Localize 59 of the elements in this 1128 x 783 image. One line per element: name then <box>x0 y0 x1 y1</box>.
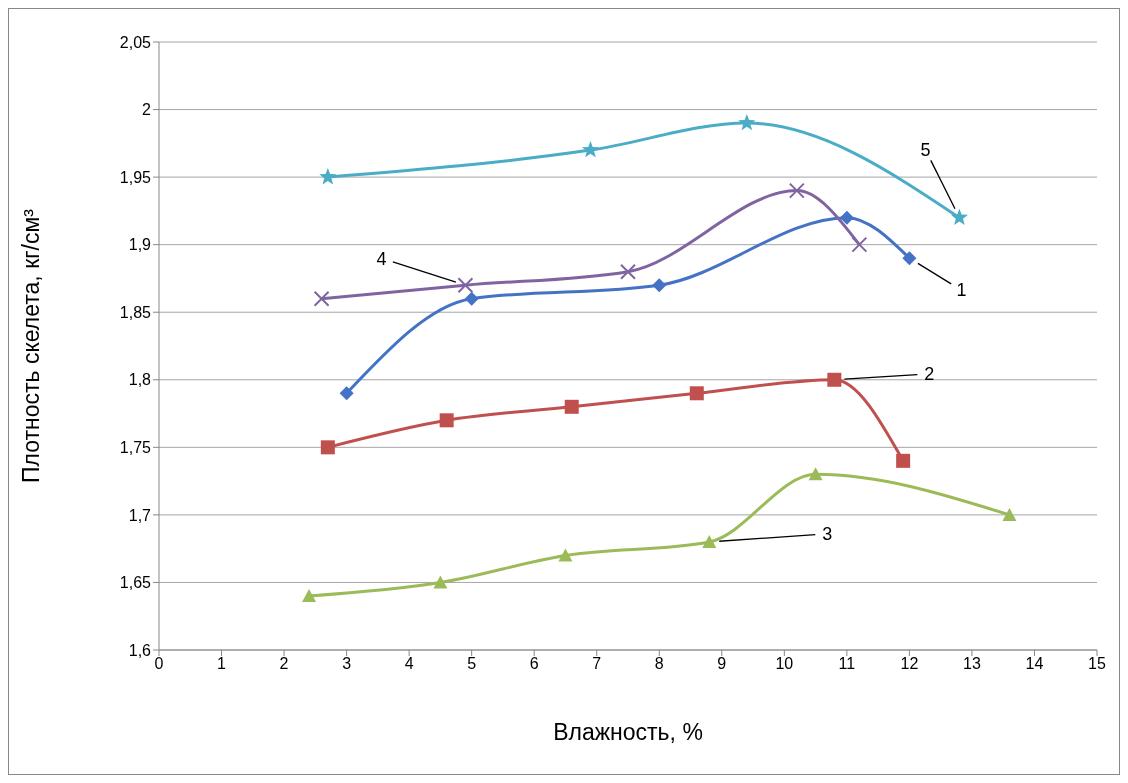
x-tick-label: 13 <box>963 655 981 673</box>
y-tick-label: 2 <box>142 101 152 119</box>
y-tick-label: 1,75 <box>119 439 152 457</box>
x-tick-label: 6 <box>529 655 539 673</box>
point <box>689 386 704 401</box>
y-tick-label: 1,8 <box>128 371 152 389</box>
x-tick-label: 2 <box>279 655 289 673</box>
point <box>558 548 573 562</box>
point <box>457 277 474 294</box>
point <box>339 386 354 401</box>
x-tick-label: 14 <box>1025 655 1044 673</box>
series-label: 4 <box>376 248 387 269</box>
y-tick-label: 2,05 <box>119 33 152 51</box>
point <box>302 588 317 602</box>
point <box>620 263 636 280</box>
point <box>950 208 968 225</box>
point <box>808 467 823 481</box>
y-tick-label: 1,65 <box>119 574 152 592</box>
point <box>1002 507 1017 521</box>
point <box>564 399 579 414</box>
point <box>439 413 454 428</box>
text: 2 <box>924 364 935 385</box>
y-axis-title: Плотность скелета, кг/см³ <box>18 208 45 483</box>
x-tick-label: 4 <box>404 655 414 673</box>
point <box>702 534 717 548</box>
point <box>320 440 335 455</box>
x-tick-label: 3 <box>342 655 352 673</box>
x-axis-title: Влажность, % <box>553 719 703 745</box>
x-tick-label: 1 <box>217 655 227 673</box>
point <box>788 182 805 199</box>
x-tick-label: 12 <box>900 655 919 673</box>
y-tick-label: 1,95 <box>119 168 152 186</box>
point <box>319 168 337 185</box>
y-tick-label: 1,9 <box>128 236 152 254</box>
point <box>851 236 868 253</box>
point <box>313 290 330 307</box>
x-tick-label: 8 <box>654 655 664 673</box>
x-tick-label: 10 <box>775 655 794 673</box>
text: 1 <box>956 280 967 301</box>
y-tick-label: 1,7 <box>128 506 152 524</box>
point <box>464 291 479 306</box>
point <box>581 141 600 158</box>
x-tick-label: 11 <box>838 655 856 673</box>
y-tick-label: 1,85 <box>119 303 152 321</box>
point <box>827 372 842 387</box>
x-tick-label: 9 <box>717 655 727 673</box>
x-tick-label: 7 <box>592 655 602 673</box>
point <box>902 251 917 266</box>
point <box>839 210 854 225</box>
y-tick-label: 1,6 <box>128 641 152 659</box>
point <box>652 278 667 293</box>
point <box>738 114 756 131</box>
point <box>433 575 448 589</box>
text: 3 <box>822 524 833 545</box>
x-tick-label: 15 <box>1088 655 1106 673</box>
point <box>896 453 911 468</box>
series-label: 5 <box>920 139 931 160</box>
x-tick-label: 0 <box>154 655 164 673</box>
x-tick-label: 5 <box>467 655 477 673</box>
